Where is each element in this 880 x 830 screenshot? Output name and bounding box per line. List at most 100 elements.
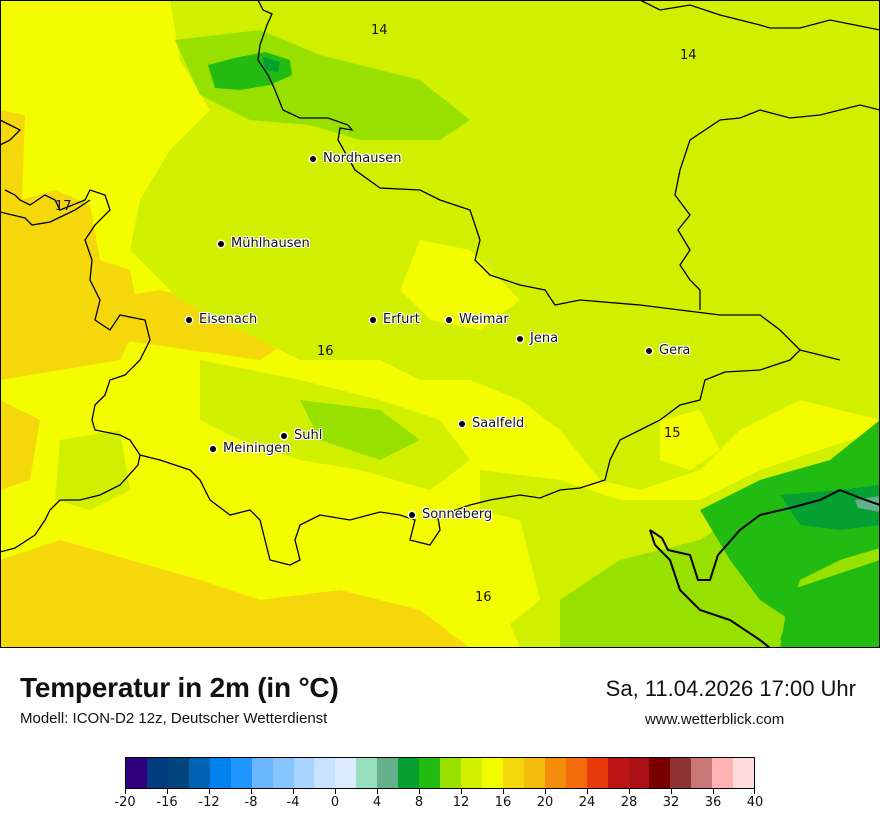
colorbar-segment [523, 758, 545, 788]
city-label: Erfurt [383, 312, 420, 327]
colorbar-segment [126, 758, 147, 788]
colorbar-segment [335, 758, 357, 788]
city-nordhausen: Nordhausen [310, 151, 402, 166]
temperature-field [0, 0, 880, 648]
city-label: Sonneberg [422, 507, 493, 522]
city-label: Nordhausen [323, 151, 402, 166]
city-gera: Gera [646, 343, 690, 358]
colorbar-tick-mark [293, 789, 294, 794]
colorbar-segment [377, 758, 399, 788]
colorbar-tick-label: 20 [536, 795, 554, 810]
colorbar-tick-mark [419, 789, 420, 794]
colorbar-segment [649, 758, 671, 788]
colorbar-segment [398, 758, 420, 788]
contour-label: 16 [317, 344, 334, 359]
colorbar-segment [628, 758, 650, 788]
colorbar-segment [188, 758, 210, 788]
colorbar-ticks: -20 -16 -12 -8 -4 0 4 8 12 16 20 24 28 32 36 40 [114, 789, 763, 819]
colorbar-tick-label: 40 [746, 795, 764, 810]
colorbar-segment [461, 758, 482, 788]
colorbar-segment [272, 758, 294, 788]
colorbar-tick-label: 8 [414, 795, 424, 810]
contour-label: 17 [55, 199, 72, 214]
colorbar-tick-label: -4 [286, 795, 300, 810]
colorbar-segment [230, 758, 252, 788]
city-jena: Jena [517, 331, 558, 346]
city-meiningen: Meiningen [210, 441, 290, 456]
city-sonneberg: Sonneberg [409, 507, 492, 522]
colorbar-segment [586, 758, 608, 788]
city-saalfeld: Saalfeld [459, 416, 524, 431]
colorbar-segment [419, 758, 441, 788]
city-label: Saalfeld [472, 416, 525, 431]
city-marker-icon [186, 316, 192, 323]
colorbar-segment [733, 758, 755, 788]
forecast-datetime: Sa, 11.04.2026 17:00 Uhr [605, 676, 856, 701]
contour-label: 15 [664, 426, 681, 441]
colorbar-segment [670, 758, 692, 788]
city-marker-icon [310, 155, 316, 162]
colorbar-tick-label: 36 [704, 795, 722, 810]
colorbar-tick-label: -20 [114, 795, 136, 810]
colorbar-tick-mark [167, 789, 168, 794]
colorbar-tick-label: 28 [620, 795, 638, 810]
colorbar-tick-label: 12 [452, 795, 470, 810]
colorbar-segment [251, 758, 273, 788]
colorbar-tick-label: 32 [662, 795, 680, 810]
colorbar-tick-mark [251, 789, 252, 794]
colorbar-tick-label: -16 [156, 795, 178, 810]
contour-label: 14 [371, 23, 388, 38]
city-marker-icon [446, 316, 452, 323]
colorbar-tick-label: -12 [198, 795, 220, 810]
colorbar-segment [146, 758, 168, 788]
colorbar-tick-label: 24 [578, 795, 596, 810]
city-label: Mühlhausen [231, 236, 310, 251]
city-marker-icon [210, 445, 216, 452]
city-label: Weimar [459, 312, 509, 327]
city-marker-icon [646, 347, 652, 354]
colorbar-segment [314, 758, 336, 788]
colorbar-tick-mark [713, 789, 714, 794]
colorbar-tick-mark [377, 789, 378, 794]
contour-label: 16 [475, 590, 492, 605]
colorbar-segment [356, 758, 378, 788]
temperature-colorbar [125, 757, 755, 789]
colorbar-tick-mark [671, 789, 672, 794]
colorbar-tick-label: -8 [244, 795, 258, 810]
city-marker-icon [517, 335, 523, 342]
city-label: Jena [530, 331, 559, 346]
colorbar-segment [440, 758, 461, 788]
colorbar-tick-mark [503, 789, 504, 794]
colorbar-tick-mark [754, 789, 755, 794]
colorbar-segment [502, 758, 524, 788]
city-label: Meiningen [223, 441, 291, 456]
city-label: Eisenach [199, 312, 258, 327]
colorbar-tick-label: 16 [494, 795, 512, 810]
colorbar-tick-mark [545, 789, 546, 794]
city-marker-icon [281, 432, 287, 439]
colorbar-tick-mark [335, 789, 336, 794]
city-marker-icon [370, 316, 376, 323]
city-eisenach: Eisenach [186, 312, 257, 327]
city-label: Suhl [294, 428, 323, 443]
city-marker-icon [409, 511, 415, 518]
colorbar-segment [565, 758, 587, 788]
colorbar-segment [481, 758, 503, 788]
colorbar-tick-mark [209, 789, 210, 794]
city-erfurt: Erfurt [370, 312, 420, 327]
colorbar-tick-mark [629, 789, 630, 794]
website-link[interactable]: www.wetterblick.com [645, 711, 785, 728]
colorbar-segment [167, 758, 189, 788]
colorbar-segment [544, 758, 566, 788]
city-label: Gera [659, 343, 691, 358]
colorbar-tick-mark [125, 789, 126, 794]
colorbar-segment [691, 758, 713, 788]
colorbar-segment [293, 758, 315, 788]
city-muehlhausen: Mühlhausen [218, 236, 310, 251]
colorbar-tick-label: 0 [330, 795, 340, 810]
colorbar-tick-mark [587, 789, 588, 794]
contour-label: 14 [680, 48, 697, 63]
model-info: Modell: ICON-D2 12z, Deutscher Wetterdie… [20, 710, 328, 727]
colorbar-segment [209, 758, 231, 788]
city-marker-icon [459, 420, 465, 427]
